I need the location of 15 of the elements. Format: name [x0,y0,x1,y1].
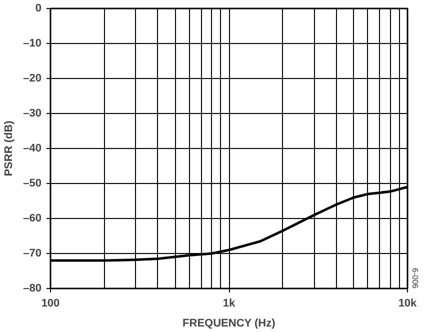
x-tick-label: 10k [398,298,418,310]
x-axis-title: FREQUENCY (Hz) [182,318,276,330]
y-tick-label: –70 [23,248,42,260]
y-tick-label: –40 [23,142,42,154]
y-tick-label: –10 [23,38,42,50]
y-tick-label: –50 [23,178,42,190]
x-tick-label: 100 [41,298,60,310]
y-tick-label: 0 [35,2,42,14]
x-tick-label: 1k [222,298,236,310]
y-tick-label: –20 [23,72,42,84]
y-tick-label: –30 [23,108,42,120]
y-tick-label: –60 [23,212,42,224]
y-axis-title: PSRR (dB) [3,120,16,176]
text: 6-006 [410,268,420,290]
y-tick-label: –80 [23,282,42,294]
